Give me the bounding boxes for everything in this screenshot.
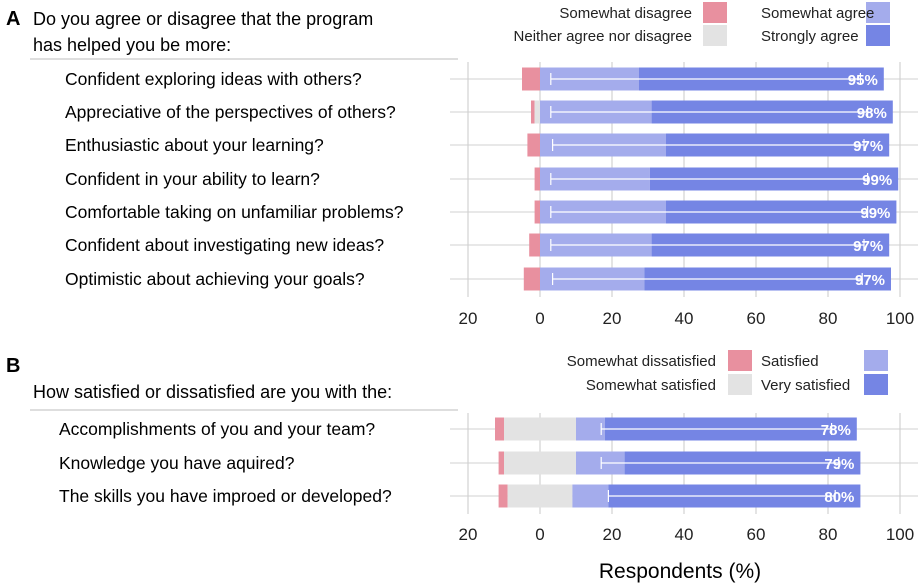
legend-swatch-b-3: [864, 374, 888, 395]
legend-swatch-a-1: [703, 25, 727, 46]
bar-satisfied-1: [576, 451, 625, 475]
legend-swatch-b-0: [728, 350, 752, 371]
category-label-b-0: Accomplishments of you and your team?: [59, 419, 375, 439]
tick-label-a-1: 0: [535, 309, 544, 328]
category-label-a-0: Confident exploring ideas with others?: [65, 69, 362, 89]
tick-label-b-1: 0: [535, 525, 544, 544]
total-label-a-4: 99%: [860, 205, 890, 222]
panel-b-title-line-1: How satisfied or dissatisfied are you wi…: [33, 382, 392, 402]
legend-swatch-b-1: [728, 374, 752, 395]
total-label-a-1: 98%: [857, 105, 887, 122]
bar-somewhat-dissatisfied-1: [498, 451, 504, 475]
legend-swatch-a-2: [866, 2, 890, 23]
tick-label-a-4: 60: [747, 309, 766, 328]
legend-label-b-0: Somewhat dissatisfied: [567, 353, 716, 370]
total-label-b-0: 78%: [821, 422, 851, 439]
category-label-a-3: Confident in your ability to learn?: [65, 169, 320, 189]
bar-neither-1: [534, 100, 540, 124]
category-label-a-2: Enthusiastic about your learning?: [65, 135, 324, 155]
bar-somewhat-dissatisfied-0: [495, 417, 504, 441]
legend-label-b-3: Very satisfied: [761, 377, 850, 394]
bar-somewhat-satisfied-2: [507, 484, 573, 508]
legend-label-b-1: Somewhat satisfied: [586, 377, 716, 394]
bar-somewhat-disagree-0: [522, 67, 540, 91]
category-label-a-1: Appreciative of the perspectives of othe…: [65, 102, 396, 122]
tick-label-b-4: 60: [747, 525, 766, 544]
bar-somewhat-disagree-2: [527, 133, 540, 157]
bar-somewhat-satisfied-0: [504, 417, 576, 441]
total-label-b-2: 80%: [824, 489, 854, 506]
panel-a-label: A: [6, 8, 20, 30]
bar-somewhat-disagree-1: [531, 100, 535, 124]
legend-swatch-a-0: [703, 2, 727, 23]
tick-label-b-3: 40: [675, 525, 694, 544]
panel-a-title-line-1: Do you agree or disagree that the progra…: [33, 9, 373, 29]
legend-label-b-2: Satisfied: [761, 353, 819, 370]
tick-label-a-5: 80: [819, 309, 838, 328]
category-label-b-2: The skills you have improed or developed…: [59, 486, 392, 506]
legend-label-a-2: Somewhat agree: [761, 5, 874, 22]
legend-label-a-3: Strongly agree: [761, 28, 859, 45]
bar-somewhat-dissatisfied-2: [498, 484, 508, 508]
total-label-b-1: 79%: [824, 456, 854, 473]
panel-b-label: B: [6, 355, 20, 377]
total-label-a-2: 97%: [853, 138, 883, 155]
bar-somewhat-disagree-4: [534, 200, 540, 224]
total-label-a-0: 95%: [848, 72, 878, 89]
chart-marks: Confident exploring ideas with others? 95…: [59, 2, 918, 544]
category-label-a-6: Optimistic about achieving your goals?: [65, 269, 365, 289]
bar-satisfied-2: [572, 484, 609, 508]
legend-swatch-b-2: [864, 350, 888, 371]
total-label-a-6: 97%: [855, 272, 885, 289]
tick-label-a-3: 40: [675, 309, 694, 328]
tick-label-b-2: 20: [603, 525, 622, 544]
bar-somewhat-disagree-5: [529, 233, 540, 257]
tick-label-a-6: 100: [886, 309, 914, 328]
bar-somewhat-disagree-3: [534, 167, 540, 191]
tick-label-b-5: 80: [819, 525, 838, 544]
legend-label-a-1: Neither agree nor disagree: [514, 28, 692, 45]
legend-swatch-a-3: [866, 25, 890, 46]
tick-label-a-0: 20: [459, 309, 478, 328]
total-label-a-3: 99%: [862, 172, 892, 189]
tick-label-b-6: 100: [886, 525, 914, 544]
tick-label-b-0: 20: [459, 525, 478, 544]
category-label-a-5: Confident about investigating new ideas?: [65, 235, 384, 255]
category-label-b-1: Knowledge you have aquired?: [59, 453, 295, 473]
bar-somewhat-satisfied-1: [504, 451, 576, 475]
total-label-a-5: 97%: [853, 238, 883, 255]
bar-satisfied-0: [576, 417, 605, 441]
legend-label-a-0: Somewhat disagree: [559, 5, 692, 22]
bar-somewhat-disagree-6: [523, 267, 540, 291]
panel-a-title-line-2: has helped you be more:: [33, 35, 231, 55]
tick-label-a-2: 20: [603, 309, 622, 328]
category-label-a-4: Comfortable taking on unfamiliar problem…: [65, 202, 404, 222]
x-axis-label: Respondents (%): [599, 560, 761, 583]
